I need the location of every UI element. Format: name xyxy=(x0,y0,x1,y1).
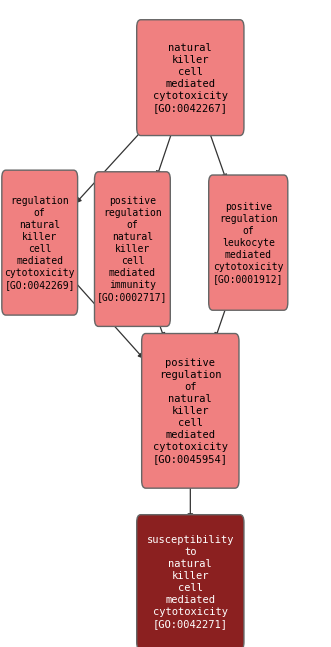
Text: positive
regulation
of
natural
killer
cell
mediated
immunity
[GO:0002717]: positive regulation of natural killer ce… xyxy=(97,196,167,302)
Text: positive
regulation
of
natural
killer
cell
mediated
cytotoxicity
[GO:0045954]: positive regulation of natural killer ce… xyxy=(153,358,228,464)
FancyBboxPatch shape xyxy=(137,515,244,647)
FancyBboxPatch shape xyxy=(95,172,170,327)
Text: positive
regulation
of
leukocyte
mediated
cytotoxicity
[GO:0001912]: positive regulation of leukocyte mediate… xyxy=(213,202,283,283)
FancyBboxPatch shape xyxy=(142,334,239,488)
FancyBboxPatch shape xyxy=(2,170,77,315)
FancyBboxPatch shape xyxy=(209,175,288,311)
Text: susceptibility
to
natural
killer
cell
mediated
cytotoxicity
[GO:0042271]: susceptibility to natural killer cell me… xyxy=(147,535,234,630)
Text: natural
killer
cell
mediated
cytotoxicity
[GO:0042267]: natural killer cell mediated cytotoxicit… xyxy=(153,43,228,113)
FancyBboxPatch shape xyxy=(137,19,244,136)
Text: regulation
of
natural
killer
cell
mediated
cytotoxicity
[GO:0042269]: regulation of natural killer cell mediat… xyxy=(5,195,75,290)
